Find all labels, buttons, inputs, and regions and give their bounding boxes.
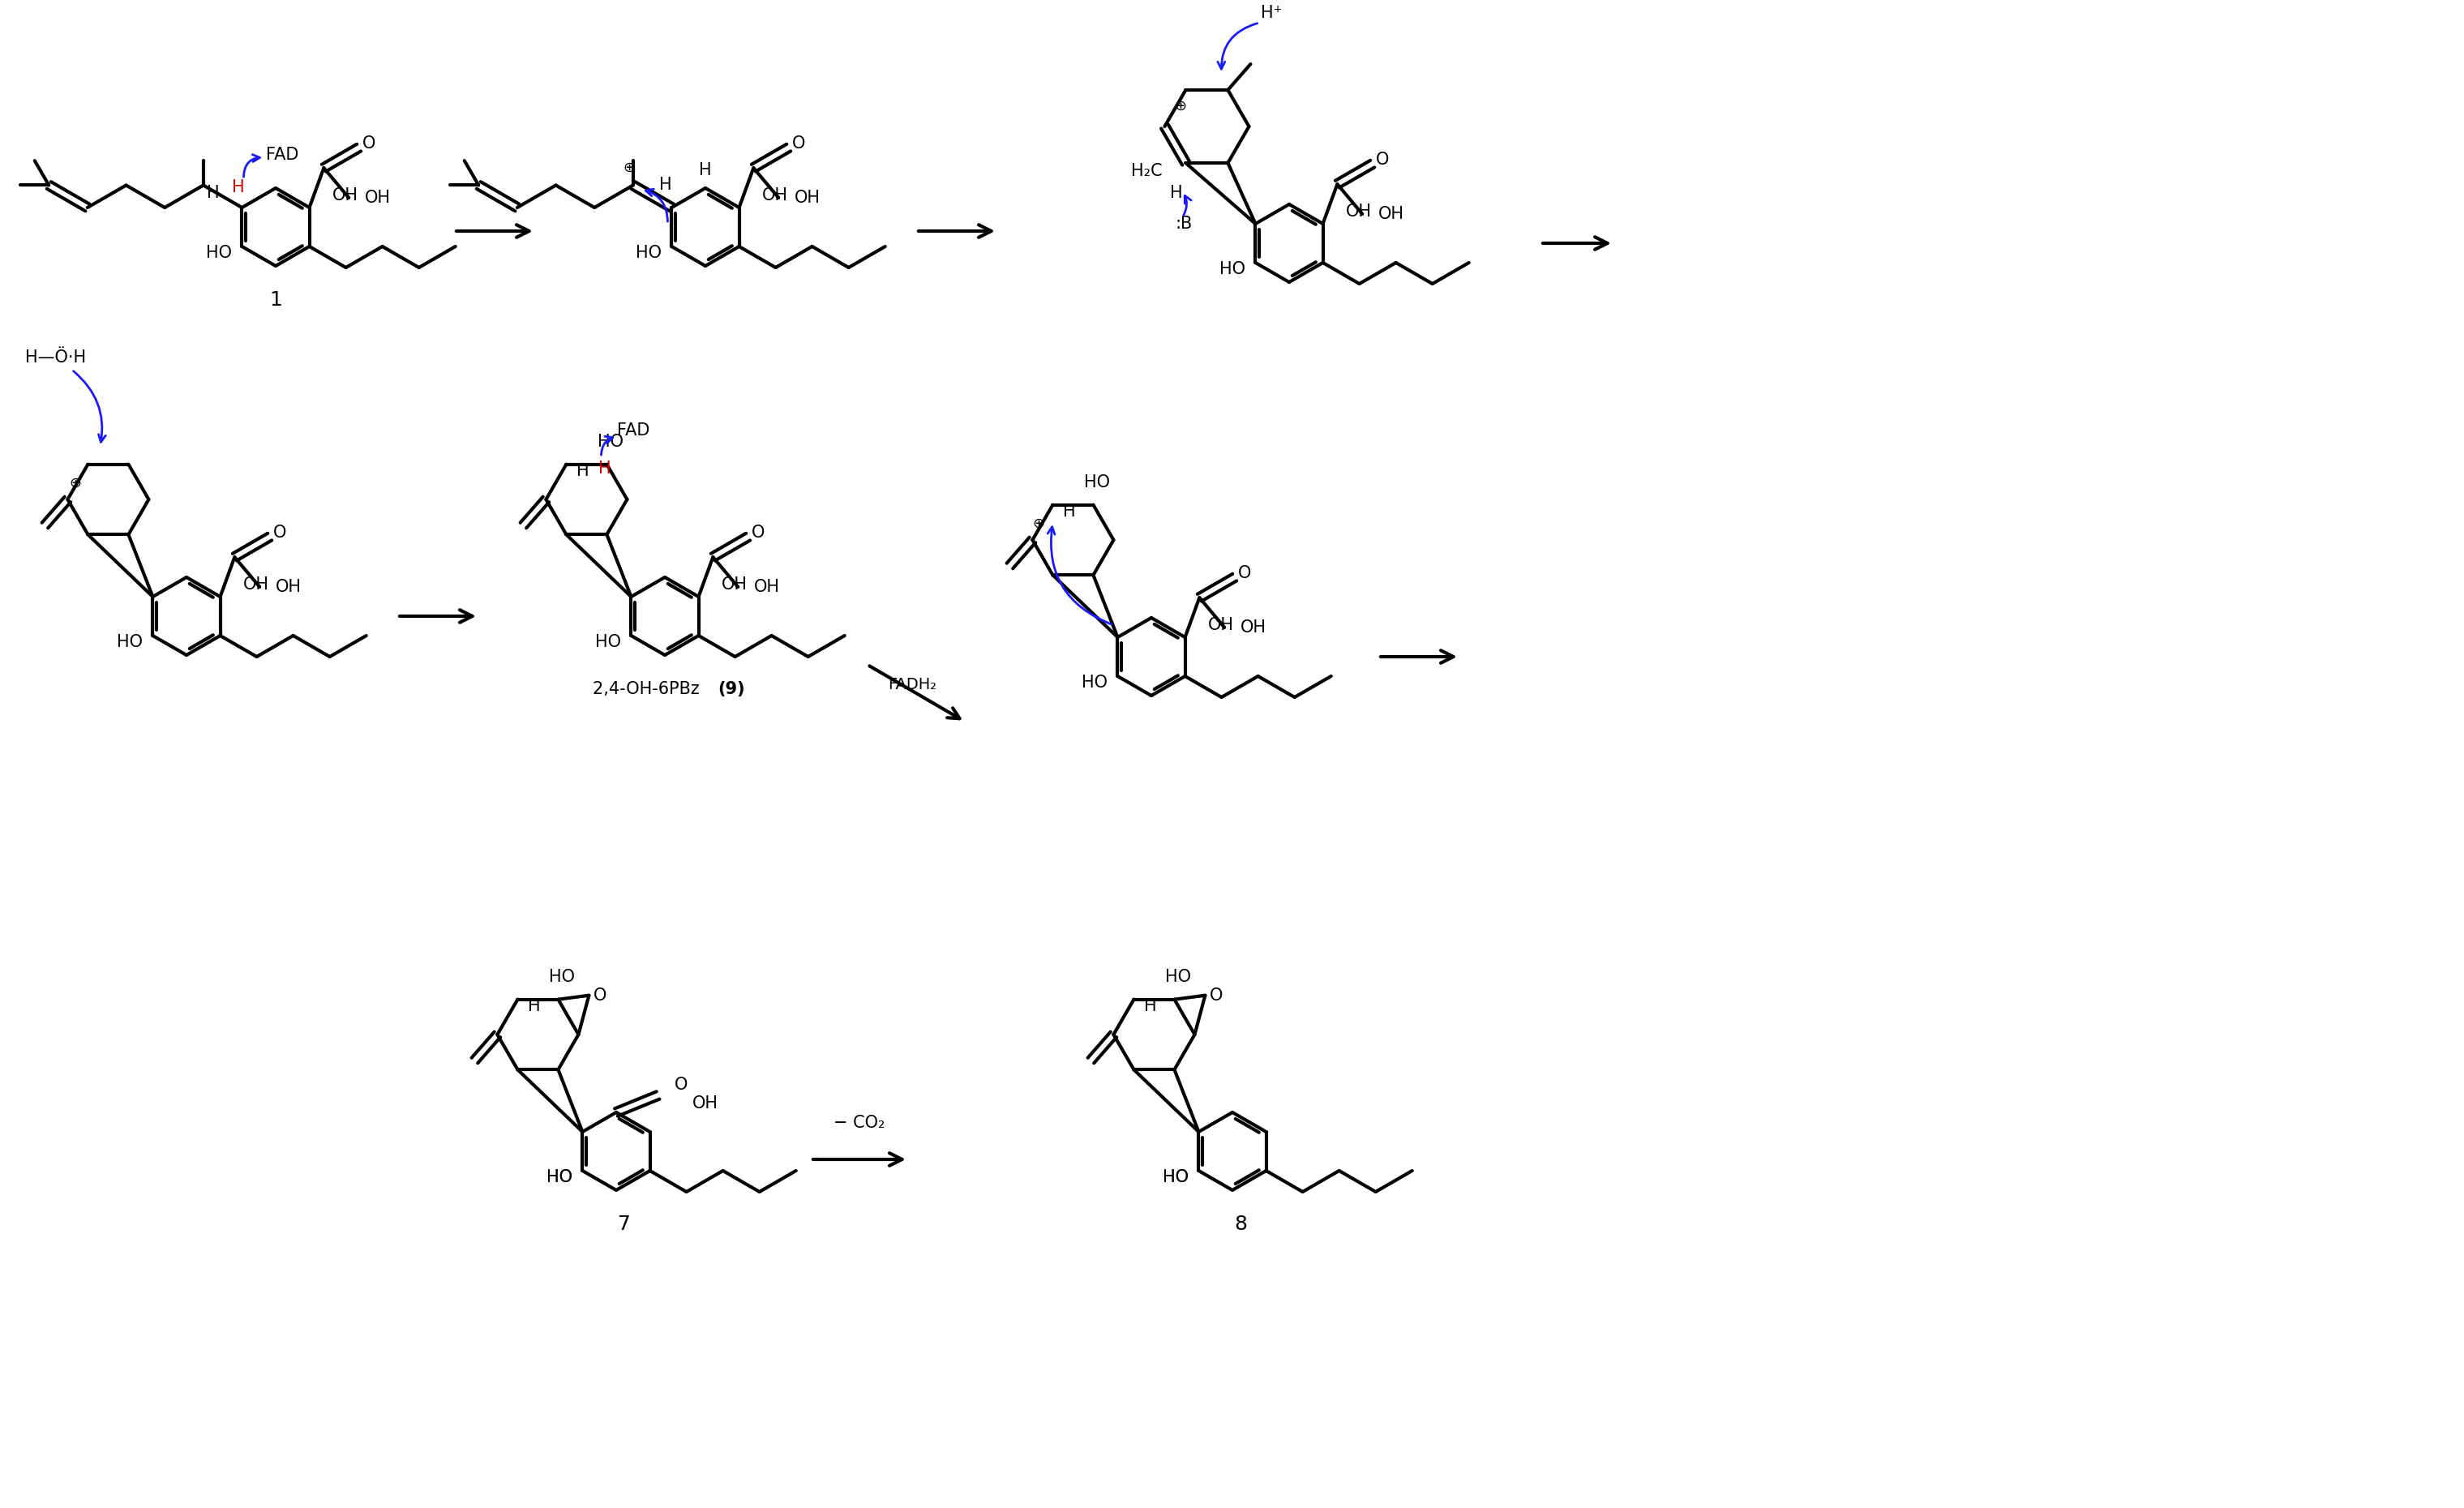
Text: HO: HO <box>596 633 621 650</box>
Text: H: H <box>577 463 589 480</box>
Text: O: O <box>1375 152 1390 167</box>
Text: H: H <box>599 460 611 477</box>
Text: OH: OH <box>1345 204 1372 220</box>
Text: O: O <box>752 525 764 541</box>
Text: ⊕: ⊕ <box>623 160 636 175</box>
Text: H: H <box>1170 185 1183 201</box>
Text: HO: HO <box>118 633 143 650</box>
Text: (9): (9) <box>717 682 744 697</box>
Text: HO: HO <box>636 244 663 261</box>
Text: HO: HO <box>1220 261 1247 277</box>
Text: O: O <box>1237 566 1252 582</box>
Text: HO: HO <box>547 1169 572 1185</box>
Text: HO: HO <box>599 433 623 449</box>
Text: 8: 8 <box>1234 1214 1247 1234</box>
Text: OH: OH <box>276 579 301 596</box>
Text: O: O <box>362 136 375 152</box>
Text: OH: OH <box>1207 617 1234 633</box>
Text: 2,4-OH-6PBz: 2,4-OH-6PBz <box>591 682 705 697</box>
Text: − CO₂: − CO₂ <box>833 1114 885 1131</box>
Text: H—Ö·H: H—Ö·H <box>25 350 86 365</box>
Text: HO: HO <box>547 1169 572 1185</box>
Text: FAD: FAD <box>618 422 650 439</box>
Text: OH: OH <box>761 187 788 204</box>
Text: HO: HO <box>1163 1169 1190 1185</box>
Text: ⊕: ⊕ <box>1175 100 1188 113</box>
Text: O: O <box>594 988 606 1003</box>
Text: O: O <box>274 525 286 541</box>
Text: FAD: FAD <box>266 146 298 163</box>
Text: OH: OH <box>692 1095 717 1111</box>
Text: :B: :B <box>1175 216 1193 232</box>
Text: H⁺: H⁺ <box>1262 5 1281 21</box>
Text: OH: OH <box>722 576 747 593</box>
Text: ⊕: ⊕ <box>69 477 81 490</box>
Text: OH: OH <box>244 576 269 593</box>
Text: H: H <box>1062 504 1074 520</box>
Text: FADH₂: FADH₂ <box>887 677 936 692</box>
Text: H: H <box>232 179 244 196</box>
Text: HO: HO <box>1163 1169 1190 1185</box>
Text: OH: OH <box>365 190 392 207</box>
Text: O: O <box>791 136 806 152</box>
Text: HO: HO <box>1084 474 1111 490</box>
Text: 7: 7 <box>618 1214 631 1234</box>
Text: OH: OH <box>754 579 781 596</box>
Text: OH: OH <box>1242 620 1266 635</box>
Text: OH: OH <box>796 190 821 207</box>
Text: HO: HO <box>207 244 232 261</box>
Text: 1: 1 <box>269 290 281 309</box>
Text: H₂C: H₂C <box>1131 163 1163 179</box>
Text: O: O <box>1210 988 1222 1003</box>
Text: O: O <box>675 1077 687 1093</box>
Text: H: H <box>658 176 673 193</box>
Text: OH: OH <box>333 187 357 204</box>
Text: OH: OH <box>1377 207 1404 222</box>
Text: H: H <box>207 185 219 201</box>
Text: H: H <box>527 998 540 1015</box>
Text: H: H <box>700 163 712 178</box>
Text: H: H <box>1143 998 1156 1015</box>
Text: HO: HO <box>1165 968 1193 985</box>
Text: HO: HO <box>1082 674 1109 691</box>
Text: HO: HO <box>549 968 574 985</box>
Text: ⊕: ⊕ <box>1032 516 1045 531</box>
